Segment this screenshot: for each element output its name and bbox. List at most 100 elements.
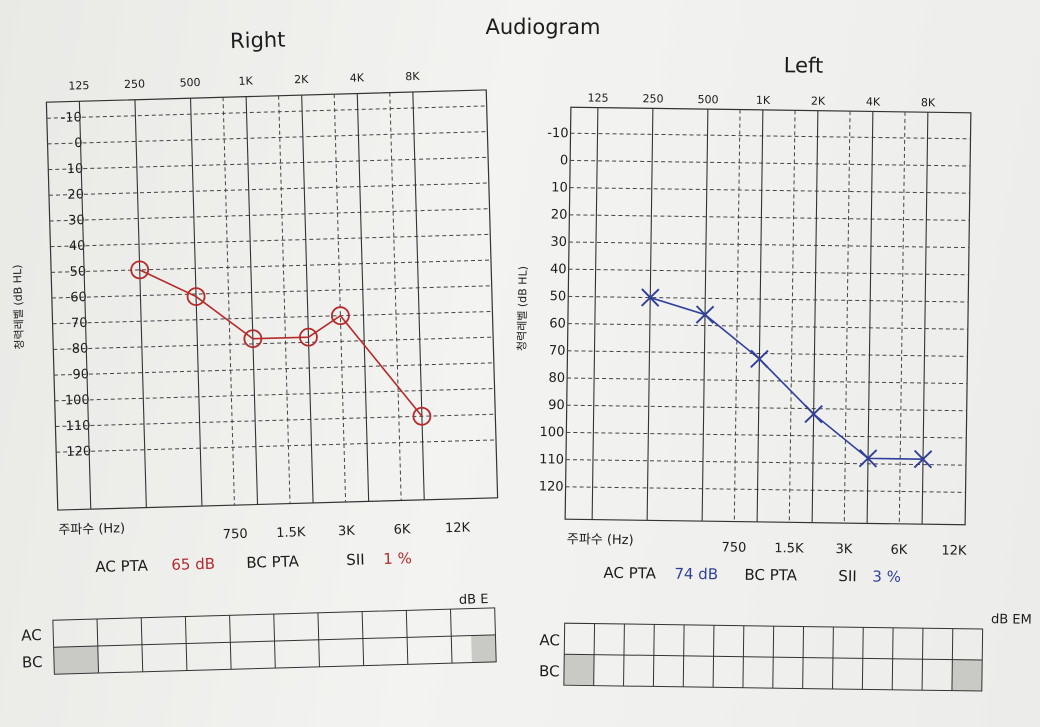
top-frequency-label: 1K: [238, 74, 253, 87]
bottom-frequency-label: 12K: [941, 543, 967, 558]
x-axis-label: 주파수 (Hz): [58, 521, 125, 538]
gridline-horizontal: [566, 404, 967, 412]
gridline-octave: [134, 99, 147, 508]
table-column-divider: [405, 610, 409, 665]
y-tick-label: -10: [547, 126, 568, 141]
sii-value: 1 %: [383, 549, 412, 568]
grid-frame: [564, 106, 972, 526]
bottom-frequency-label: 12K: [445, 521, 471, 537]
y-axis-label: 청력레벨 (dB HL): [515, 266, 529, 351]
y-tick-label: 70: [71, 316, 88, 331]
top-frequency-label: 250: [642, 92, 663, 105]
table-column-divider: [229, 615, 232, 670]
gridline-half-octave: [788, 110, 796, 523]
table-column-divider: [742, 625, 745, 688]
bottom-frequency-label: 1.5K: [276, 525, 306, 541]
top-frequency-label: 2K: [294, 73, 309, 86]
table-column-divider: [861, 627, 864, 690]
ac-marker-x: [913, 449, 933, 469]
y-tick-label: 90: [72, 367, 89, 382]
gridline-octave: [245, 96, 259, 505]
threshold-line: [139, 269, 423, 417]
table-unit-label: dB EM: [991, 612, 1032, 628]
shaded-cell: [53, 645, 99, 675]
table-column-divider: [891, 627, 894, 690]
ac-marker-x: [750, 349, 769, 369]
table-column-divider: [273, 614, 276, 669]
gridline-half-octave: [222, 97, 235, 506]
gridline-horizontal: [52, 310, 493, 325]
y-tick-label: 120: [66, 444, 91, 460]
y-tick-label: 30: [550, 235, 567, 250]
gridline-octave: [866, 111, 874, 524]
top-frequency-label: 2K: [811, 95, 826, 108]
gridline-horizontal: [566, 431, 967, 439]
gridline-horizontal: [569, 187, 970, 194]
gridline-horizontal: [48, 156, 489, 171]
gridline-horizontal: [51, 285, 492, 299]
y-tick-label: 110: [65, 419, 90, 435]
gridline-horizontal: [570, 159, 971, 167]
bc-pta-label: BC PTA: [744, 566, 798, 585]
top-frequency-label: 250: [124, 77, 145, 91]
bottom-frequency-label: 6K: [393, 522, 411, 537]
top-frequency-label: 4K: [350, 71, 365, 84]
grid-frame: [45, 89, 499, 511]
gridline-horizontal: [569, 214, 970, 221]
ear-title: Right: [230, 28, 286, 54]
table-row-label: BC: [22, 653, 43, 672]
shaded-cell: [563, 654, 595, 686]
ac-marker-x: [804, 404, 823, 424]
table-column-divider: [832, 626, 834, 689]
gridline-horizontal: [51, 259, 491, 273]
ac-pta-value: 74 dB: [674, 565, 718, 584]
gridline-horizontal: [567, 350, 968, 357]
sii-value: 3 %: [872, 567, 901, 585]
ac-marker-x: [695, 305, 715, 324]
gridline-octave: [301, 95, 314, 503]
gridline-octave: [356, 93, 370, 502]
ac-marker-circle: [130, 260, 150, 280]
y-tick-label: -10: [60, 110, 82, 126]
bottom-frequency-label: 750: [223, 527, 248, 543]
table-column-divider: [184, 616, 188, 671]
y-tick-label: 30: [68, 213, 85, 228]
gridline-horizontal: [54, 388, 495, 402]
y-tick-label: 20: [551, 208, 568, 223]
gridline-octave: [591, 107, 599, 520]
y-tick-label: 80: [548, 371, 565, 386]
table-row-label: AC: [21, 626, 42, 645]
gridline-horizontal: [565, 486, 966, 493]
ac-marker-circle: [243, 329, 263, 349]
table-column-divider: [450, 609, 453, 664]
y-tick-label: 0: [560, 153, 568, 168]
top-frequency-label: 4K: [866, 95, 881, 108]
ac-marker-x: [858, 449, 878, 468]
shaded-cell: [951, 659, 983, 692]
y-tick-label: 10: [551, 180, 568, 195]
threshold-line: [650, 296, 924, 460]
x-axis-label: 주파수 (Hz): [567, 532, 634, 548]
right-ear-panel: Right -10 0 10 20 30 40 50 60 70 80 90 100 110 120 125 2…: [11, 28, 499, 675]
y-axis-label: 청력레벨 (dB HL): [11, 264, 26, 349]
bottom-frequency-label: 1.5K: [774, 541, 804, 556]
y-tick-label: 40: [550, 262, 567, 277]
y-tick-label: 70: [549, 344, 566, 359]
gridline-octave: [921, 112, 929, 525]
bottom-frequency-label: 3K: [338, 524, 356, 539]
gridline-octave: [811, 110, 819, 523]
y-tick-label: 110: [539, 452, 564, 467]
table-column-divider: [712, 625, 715, 688]
top-frequency-label: 125: [68, 79, 89, 93]
table-unit-label: dB E: [459, 592, 489, 608]
y-tick-label: 40: [69, 239, 86, 254]
shaded-cell: [471, 634, 497, 663]
bc-pta-label: BC PTA: [246, 552, 300, 571]
gridline-half-octave: [278, 95, 291, 504]
gridline-horizontal: [568, 268, 969, 276]
table-column-divider: [951, 628, 954, 691]
gridline-horizontal: [49, 208, 490, 222]
table-column-divider: [921, 628, 924, 691]
table-column-divider: [317, 612, 320, 667]
